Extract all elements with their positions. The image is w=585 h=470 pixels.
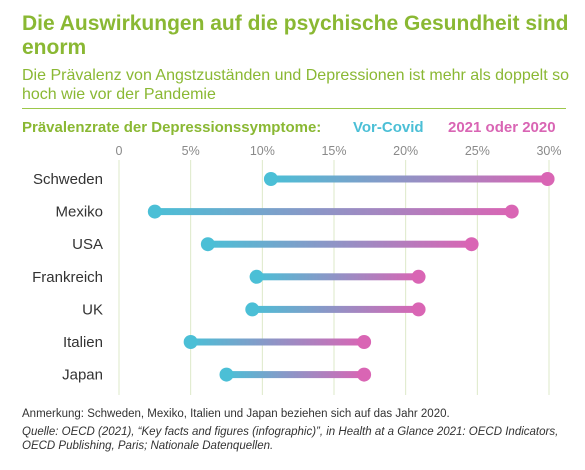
dumbbell-bar xyxy=(252,305,419,313)
x-tick-label: 20% xyxy=(393,144,418,158)
dumbbell-bar xyxy=(270,175,548,183)
x-axis-ticks: 0 5% 10% 15% 20% 25% 30% xyxy=(116,144,562,158)
legend-post-covid: 2021 oder 2020 xyxy=(448,119,556,136)
dumbbell-chart: 0 5% 10% 15% 20% 25% 30% Schweden Mexiko USA Fran… xyxy=(32,144,562,395)
source-note: Quelle: OECD (2021), “Key facts and figu… xyxy=(22,426,559,452)
pre-covid-dot xyxy=(263,172,278,186)
category-label: Mexiko xyxy=(55,204,103,221)
dumbbell-bar xyxy=(226,371,365,379)
country-labels: Schweden Mexiko USA Frankreich UK Italien Japa… xyxy=(32,171,103,384)
post-covid-dot xyxy=(540,172,555,186)
x-tick-label: 15% xyxy=(321,144,346,158)
pre-covid-dot xyxy=(219,367,234,382)
chart-subtitle: Die Prävalenz von Angstzuständen und Dep… xyxy=(22,67,569,103)
x-tick-label: 10% xyxy=(250,144,275,158)
legend: Prävalenzrate der Depressionssymptome: V… xyxy=(22,117,566,139)
category-label: USA xyxy=(72,236,103,253)
dumbbell-bars xyxy=(147,172,555,382)
category-label: Italien xyxy=(63,334,103,351)
dumbbell-bar xyxy=(207,240,472,248)
pre-covid-dot xyxy=(147,204,162,219)
post-covid-dot xyxy=(357,335,372,349)
category-label: Schweden xyxy=(33,171,103,188)
pre-covid-dot xyxy=(245,302,260,317)
x-tick-label: 30% xyxy=(536,144,561,158)
pre-covid-dot xyxy=(249,269,264,284)
dumbbell-bar xyxy=(256,273,419,281)
pre-covid-dot xyxy=(183,335,198,349)
post-covid-dot xyxy=(464,237,479,252)
post-covid-dot xyxy=(504,204,519,219)
legend-pre-covid: Vor-Covid xyxy=(353,119,424,136)
category-label: UK xyxy=(82,301,103,318)
legend-title: Prävalenzrate der Depressionssymptome: xyxy=(22,119,322,136)
pre-covid-dot xyxy=(200,237,215,252)
category-label: Frankreich xyxy=(32,269,103,286)
post-covid-dot xyxy=(357,367,372,382)
x-tick-label: 5% xyxy=(182,144,200,158)
category-label: Japan xyxy=(62,367,103,384)
footnote: Anmerkung: Schweden, Mexiko, Italien und… xyxy=(22,408,450,420)
post-covid-dot xyxy=(411,302,426,317)
divider xyxy=(22,108,566,109)
chart-title: Die Auswirkungen auf die psychische Gesu… xyxy=(22,12,569,59)
post-covid-dot xyxy=(411,269,426,284)
dumbbell-bar xyxy=(190,338,365,346)
x-tick-label: 25% xyxy=(465,144,490,158)
dumbbell-bar xyxy=(154,208,512,216)
x-tick-label: 0 xyxy=(116,144,123,158)
